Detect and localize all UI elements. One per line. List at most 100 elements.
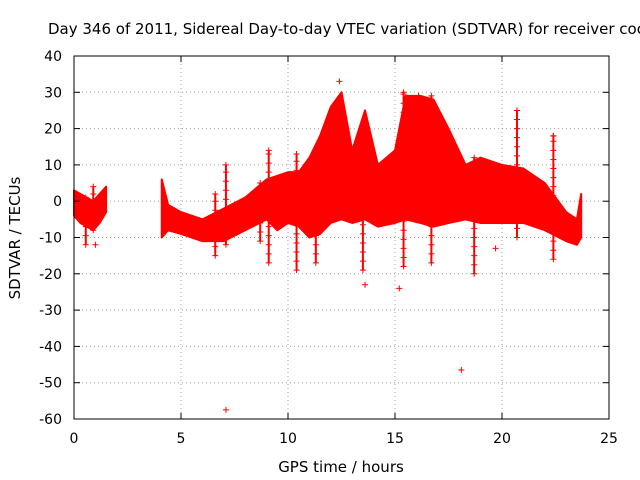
data-point xyxy=(513,152,520,159)
y-tick-label: -60 xyxy=(39,412,62,428)
y-axis-title: SDTVAR / TECUs xyxy=(6,176,24,299)
data-point xyxy=(400,218,407,225)
data-point xyxy=(293,167,300,174)
data-point xyxy=(222,223,229,230)
data-point-outlier xyxy=(92,241,99,248)
data-point xyxy=(550,247,557,254)
data-point xyxy=(222,196,229,203)
data-point xyxy=(222,205,229,212)
data-point xyxy=(471,189,478,196)
data-point xyxy=(471,207,478,214)
data-point xyxy=(550,165,557,172)
data-point xyxy=(400,236,407,243)
x-tick-label: 20 xyxy=(493,431,511,447)
data-point xyxy=(359,203,366,210)
data-point xyxy=(359,176,366,183)
data-point xyxy=(550,183,557,190)
data-point xyxy=(90,190,97,197)
data-point xyxy=(359,239,366,246)
data-point xyxy=(513,207,520,214)
data-point xyxy=(513,116,520,123)
data-point xyxy=(513,134,520,141)
data-point xyxy=(222,169,229,176)
data-point xyxy=(550,201,557,208)
data-point xyxy=(428,187,435,194)
data-point xyxy=(257,192,264,199)
data-point xyxy=(293,203,300,210)
y-tick-label: -10 xyxy=(39,231,62,247)
chart-title: Day 346 of 2011, Sidereal Day-to-day VTE… xyxy=(48,20,640,38)
data-point xyxy=(90,218,97,225)
y-tick-label: 20 xyxy=(44,122,62,138)
data-point xyxy=(312,161,319,168)
data-point xyxy=(513,198,520,205)
data-point xyxy=(550,219,557,226)
data-point xyxy=(212,234,219,241)
data-point xyxy=(513,225,520,232)
data-point xyxy=(90,200,97,207)
data-point xyxy=(82,205,89,212)
data-point xyxy=(471,261,478,268)
data-band xyxy=(73,185,108,232)
data-point-outlier xyxy=(415,92,422,99)
data-point xyxy=(471,225,478,232)
data-point xyxy=(400,145,407,152)
data-point xyxy=(359,267,366,274)
data-point-outlier xyxy=(222,406,229,413)
data-point xyxy=(265,205,272,212)
data-point xyxy=(400,263,407,270)
data-point xyxy=(265,241,272,248)
data-point xyxy=(312,187,319,194)
data-point xyxy=(428,196,435,203)
data-point xyxy=(400,209,407,216)
data-point xyxy=(428,232,435,239)
data-point xyxy=(312,259,319,266)
data-band xyxy=(160,91,583,246)
y-tick-label: -40 xyxy=(39,339,62,355)
data-point xyxy=(293,239,300,246)
data-point xyxy=(359,221,366,228)
data-point xyxy=(212,252,219,259)
data-point xyxy=(222,241,229,248)
data-point xyxy=(265,147,272,154)
data-point xyxy=(293,151,300,158)
data-point xyxy=(212,225,219,232)
data-point xyxy=(265,223,272,230)
data-point xyxy=(400,89,407,96)
data-point xyxy=(312,178,319,185)
y-tick-label: -20 xyxy=(39,267,62,283)
data-point xyxy=(257,180,264,187)
data-point xyxy=(293,176,300,183)
data-point xyxy=(471,198,478,205)
data-point xyxy=(293,212,300,219)
data-point xyxy=(212,243,219,250)
data-point xyxy=(222,178,229,185)
data-point xyxy=(400,163,407,170)
data-point xyxy=(513,234,520,241)
data-point xyxy=(471,252,478,259)
data-point xyxy=(471,170,478,177)
data-point xyxy=(212,190,219,197)
data-point xyxy=(359,212,366,219)
data-point xyxy=(265,259,272,266)
data-point xyxy=(212,207,219,214)
data-point xyxy=(550,229,557,236)
data-point xyxy=(400,181,407,188)
data-point xyxy=(293,249,300,256)
x-tick-label: 15 xyxy=(386,431,404,447)
data-point xyxy=(312,196,319,203)
x-tick-label: 10 xyxy=(279,431,297,447)
data-point xyxy=(312,241,319,248)
data-point xyxy=(550,138,557,145)
data-point xyxy=(513,125,520,132)
data-point xyxy=(428,132,435,139)
data-point xyxy=(293,194,300,201)
data-point xyxy=(400,154,407,161)
data-point xyxy=(428,105,435,112)
data-point xyxy=(257,210,264,217)
data-point xyxy=(400,200,407,207)
data-point xyxy=(265,169,272,176)
data-point xyxy=(293,185,300,192)
data-point-outlier xyxy=(550,132,557,139)
